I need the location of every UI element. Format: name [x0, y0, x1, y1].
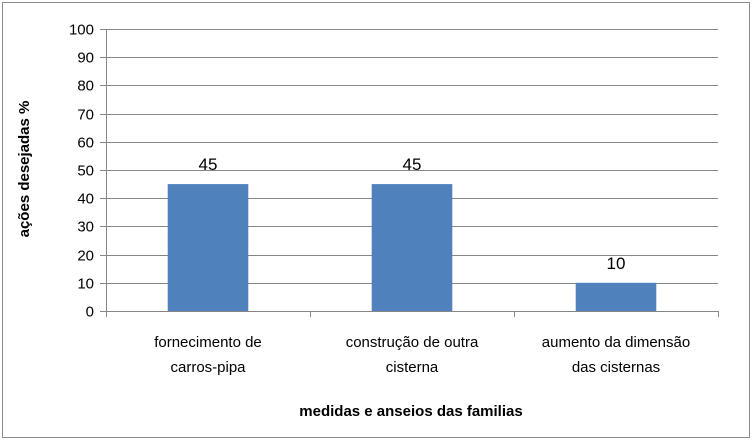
y-tick-label: 50: [77, 163, 94, 180]
x-category-label: aumento da dimensão: [542, 334, 690, 351]
y-tick-labels: 0 10 20 30 40 50 60 70 80 90 100: [69, 22, 94, 321]
x-category-label: das cisternas: [572, 359, 660, 376]
data-labels: 45 45 10: [199, 155, 626, 273]
y-tick-label: 60: [77, 135, 94, 152]
y-tick-label: 0: [86, 304, 94, 321]
y-tick-label: 10: [77, 276, 94, 293]
y-tick-label: 20: [77, 248, 94, 265]
y-tick-label: 40: [77, 191, 94, 208]
bar: [575, 282, 657, 311]
bars: [167, 184, 657, 311]
y-tick-label: 90: [77, 50, 94, 67]
data-label: 10: [607, 254, 626, 273]
data-label: 45: [403, 155, 422, 174]
x-category-labels: fornecimento de carros-pipa construção de …: [154, 334, 690, 376]
y-axis-title: ações desejadas %: [16, 101, 33, 238]
x-axis-title: medidas e anseios das familias: [299, 403, 522, 420]
y-tick-label: 100: [69, 22, 94, 39]
y-tick-label: 30: [77, 219, 94, 236]
bar: [167, 184, 249, 311]
x-category-label: construção de outra: [346, 334, 479, 351]
axes: [100, 29, 719, 317]
bar-chart: 0 10 20 30 40 50 60 70 80 90 100 fornecimento de ca…: [16, 22, 719, 420]
y-tick-label: 80: [77, 78, 94, 95]
x-category-label: carros-pipa: [170, 359, 246, 376]
y-tick-label: 70: [77, 107, 94, 124]
bar: [371, 184, 453, 311]
x-category-label: cisterna: [386, 359, 439, 376]
data-label: 45: [199, 155, 218, 174]
x-category-label: fornecimento de: [154, 334, 262, 351]
